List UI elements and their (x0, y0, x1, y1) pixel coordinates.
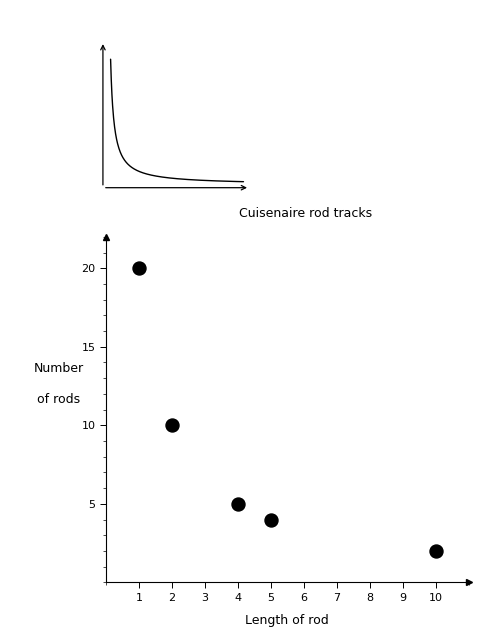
Point (234, 499, 242, 509)
Point (168, 420, 176, 431)
Text: Number: Number (34, 362, 84, 374)
Point (432, 546, 440, 556)
Point (135, 263, 143, 273)
X-axis label: Length of rod: Length of rod (245, 614, 329, 627)
Text: of rods: of rods (37, 393, 80, 406)
Text: Cuisenaire rod tracks: Cuisenaire rod tracks (239, 207, 372, 220)
Point (267, 515, 275, 525)
